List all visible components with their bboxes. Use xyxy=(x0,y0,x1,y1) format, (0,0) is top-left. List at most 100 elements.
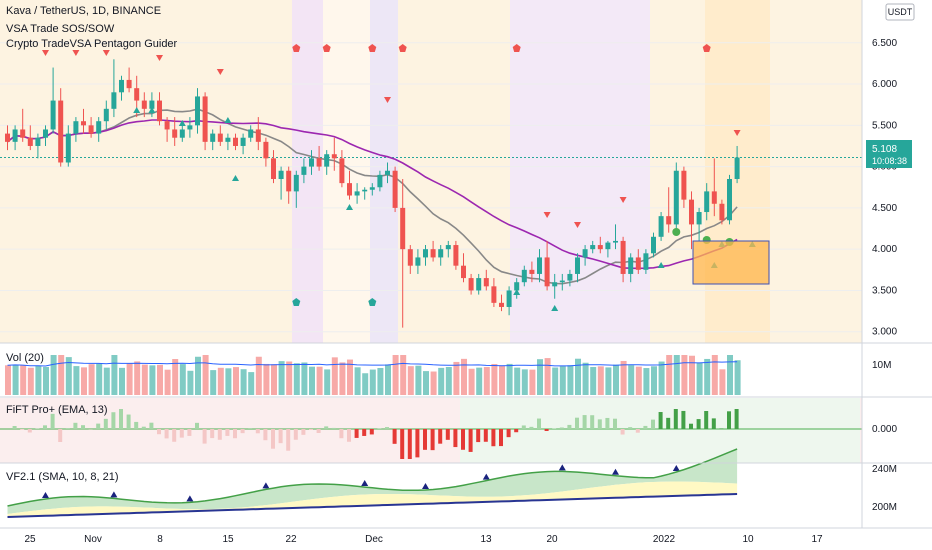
candle-8 xyxy=(65,125,71,167)
candle-4 xyxy=(35,133,41,159)
volume-bar-71 xyxy=(544,358,551,395)
volume-bar-2 xyxy=(20,365,27,395)
candle-96 xyxy=(734,145,740,184)
volume-bar-56 xyxy=(430,371,437,395)
fift-bar-59 xyxy=(453,429,458,448)
volume-bar-80 xyxy=(613,364,619,395)
fift-bar-66 xyxy=(506,429,511,438)
fift-pane xyxy=(0,409,862,459)
fift-bar-65 xyxy=(499,429,503,447)
vf-axis-label-top: 240M xyxy=(872,464,897,475)
fift-bar-61 xyxy=(468,429,473,452)
candle-44 xyxy=(339,150,345,188)
candle-42 xyxy=(324,150,330,175)
candle-64 xyxy=(491,278,497,307)
volume-bar-82 xyxy=(628,365,635,395)
signal-down-2 xyxy=(102,50,110,56)
fift-bar-2 xyxy=(20,429,25,430)
volume-bar-57 xyxy=(438,367,445,395)
volume-bar-62 xyxy=(476,367,483,395)
candle-75 xyxy=(575,253,580,283)
signal-up-4 xyxy=(232,175,239,181)
candle-18 xyxy=(141,92,147,118)
fift-bar-88 xyxy=(673,409,678,429)
candle-48 xyxy=(369,183,375,196)
volume-bar-45 xyxy=(347,359,353,395)
x-tick-8: 2022 xyxy=(653,534,676,545)
fift-bar-48 xyxy=(369,429,374,435)
indicator-legend-pentagon: Crypto TradeVSA Pentagon Guider xyxy=(6,38,178,50)
fift-bar-13 xyxy=(103,418,108,429)
time-axis[interactable]: 25 Nov 8 15 22 Dec 13 20 2022 10 17 xyxy=(24,534,823,545)
volume-bar-90 xyxy=(689,355,695,395)
fift-bar-56 xyxy=(430,429,435,451)
fift-bar-91 xyxy=(696,419,701,429)
volume-bar-78 xyxy=(597,366,604,395)
candle-36 xyxy=(278,166,284,200)
signal-down-3 xyxy=(156,55,163,61)
x-tick-4: 22 xyxy=(285,534,297,545)
candle-83 xyxy=(635,249,641,274)
signal-up-7 xyxy=(551,305,559,311)
fift-bar-6 xyxy=(50,413,55,429)
fift-bar-37 xyxy=(286,429,291,451)
fift-bar-32 xyxy=(248,428,253,429)
fift-axis-label: 0.000 xyxy=(872,424,897,435)
fift-bar-20 xyxy=(157,429,161,435)
y-tick-7: 6.500 xyxy=(872,38,897,49)
volume-bar-40 xyxy=(309,366,315,395)
fift-bar-79 xyxy=(605,417,610,429)
volume-bar-38 xyxy=(293,363,300,395)
x-tick-7: 20 xyxy=(546,534,558,545)
fift-bar-33 xyxy=(255,429,260,434)
candle-24 xyxy=(187,117,193,138)
fift-bar-63 xyxy=(483,429,488,442)
indicator-legend-vsa: VSA Trade SOS/SOW xyxy=(6,23,115,35)
fift-legend: FiFT Pro+ (EMA, 13) xyxy=(6,404,108,416)
y-tick-3: 4.500 xyxy=(872,203,897,214)
signal-up-3 xyxy=(224,117,232,123)
volume-bar-96 xyxy=(734,360,741,395)
volume-bar-9 xyxy=(73,366,80,395)
volume-bar-73 xyxy=(559,366,566,395)
signal-up-8 xyxy=(657,262,665,268)
vf-marker-7 xyxy=(558,464,566,471)
signal-up-1 xyxy=(148,107,156,113)
volume-bar-33 xyxy=(255,356,262,395)
volume-bar-74 xyxy=(567,365,574,395)
volume-bar-23 xyxy=(179,364,186,395)
fift-bar-69 xyxy=(529,426,534,429)
band-2 xyxy=(510,0,650,343)
main-legend: Kava / TetherUS, 1D, BINANCE xyxy=(6,5,161,17)
vf-axis-label-bottom: 200M xyxy=(872,502,897,513)
fift-bar-60 xyxy=(461,429,465,450)
signal-down-6 xyxy=(543,212,551,218)
volume-pane xyxy=(5,355,741,395)
volume-bar-1 xyxy=(12,364,19,395)
candle-43 xyxy=(331,137,337,171)
candle-81 xyxy=(620,236,626,283)
x-tick-10: 17 xyxy=(811,534,823,545)
volume-bar-92 xyxy=(704,358,711,395)
currency-button[interactable] xyxy=(885,3,915,21)
fift-bar-38 xyxy=(293,429,298,440)
fift-bar-12 xyxy=(96,423,101,429)
candle-46 xyxy=(354,183,360,204)
pentagon-red-3 xyxy=(398,44,407,52)
candle-20 xyxy=(157,92,162,126)
volume-bar-72 xyxy=(552,367,559,395)
fift-bar-62 xyxy=(476,429,481,443)
volume-bar-50 xyxy=(385,364,391,395)
volume-legend: Vol (20) xyxy=(6,352,44,364)
candle-65 xyxy=(499,294,504,312)
volume-bar-53 xyxy=(407,366,414,395)
fift-bar-85 xyxy=(651,419,655,429)
volume-ma-line xyxy=(7,361,738,367)
fift-bar-64 xyxy=(491,429,496,447)
candle-0 xyxy=(5,125,10,151)
fift-bar-57 xyxy=(438,429,443,444)
signal-up-5 xyxy=(346,204,353,210)
fift-bar-80 xyxy=(613,418,617,429)
volume-bar-52 xyxy=(400,355,407,395)
